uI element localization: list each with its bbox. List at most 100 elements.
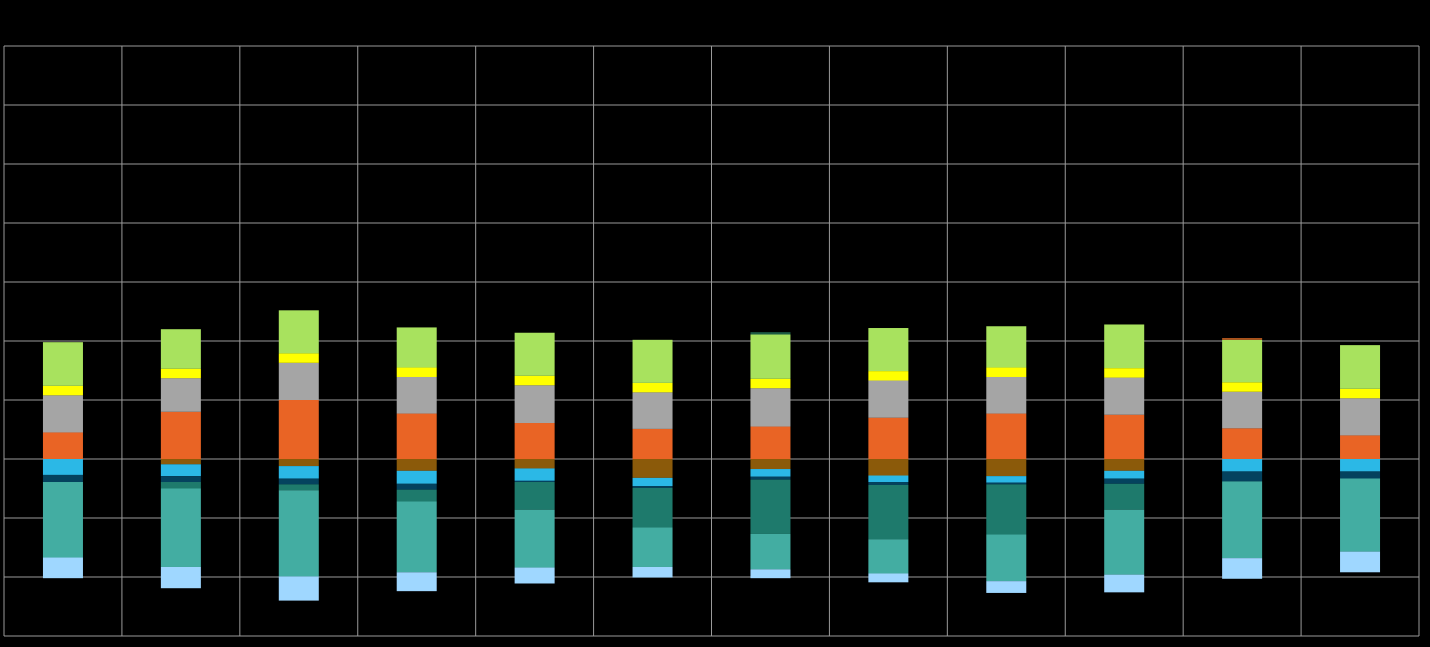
bar-segment-rust [1222,338,1263,340]
bar-segment-teal [750,533,791,570]
bar-segment-yellow [1340,388,1381,399]
bar-segment-lightblue [986,581,1027,593]
bar-segment-cyan [1340,459,1381,472]
bar-segment-cyan [750,469,791,477]
bar-segment-gray [1104,377,1145,415]
bar-segment-brown [868,459,909,476]
bar-segment-teal [396,501,437,573]
bar-segment-lightblue [278,576,319,601]
bar-segment-teal [1222,481,1263,559]
bar-segment-navy [1104,478,1145,484]
bar-segment-navy [986,482,1027,485]
bar-segment-gray [1222,391,1263,429]
bar-segment-yellow [632,382,673,393]
bar-segment-darkteal [514,482,555,510]
bar-segment-brown [396,459,437,471]
bar-segment-brown [514,459,555,469]
bar-segment-navy [868,482,909,485]
bar-segment-teal [514,509,555,568]
bar-segment-yellow [396,367,437,377]
bar-segment-darkteal [1104,483,1145,510]
bar-segment-yellow [514,375,555,386]
bar-segment-cyan [632,477,673,487]
bar-segment-darkgreen [750,332,791,335]
bars [42,310,1381,601]
bar-segment-orange [160,411,201,459]
bar-segment-cyan [1104,470,1145,479]
bar-segment-yellow [278,353,319,363]
bar-segment-darkteal [396,489,437,502]
bar-segment-gray [1340,398,1381,436]
bar-segment-yellow [986,367,1027,377]
bar-segment-teal [986,534,1027,582]
bar-segment-green [1222,339,1263,383]
bar-segment-green [42,342,83,386]
bar-segment-gray [42,395,83,433]
bar-segment-brown [278,459,319,467]
bar-segment-green [1340,345,1381,389]
bar-segment-cyan [986,476,1027,483]
gridlines [3,45,1420,637]
bar-segment-teal [160,488,201,567]
bar-segment-brown [750,459,791,470]
bar-segment-teal [278,490,319,577]
bar-segment-cyan [278,466,319,479]
bar-segment-yellow [868,371,909,381]
bar-segment-brown [632,459,673,478]
bar-segment-green [278,310,319,354]
bar-segment-green [396,327,437,368]
bar-segment-lightblue [396,572,437,592]
bar-segment-gray [514,385,555,424]
bar-segment-brown [986,459,1027,477]
bar-segment-green [160,329,201,369]
bar-segment-teal [868,539,909,574]
bar-segment-orange [750,426,791,459]
bar-segment-cyan [514,468,555,481]
bar-segment-yellow [750,378,791,389]
bar-segment-orange [632,428,673,459]
bar-segment-navy [396,483,437,490]
bar-segment-yellow [1222,382,1263,392]
bar-segment-green [1104,324,1145,369]
bar-segment-teal [632,527,673,567]
bar-segment-cyan [868,475,909,483]
bar-segment-navy [160,476,201,483]
bar-segment-orange [278,400,319,459]
bar-segment-yellow [42,385,83,396]
bar-segment-darkteal [750,479,791,534]
bar-segment-orange [396,413,437,459]
bar-segment-gray [278,362,319,400]
bar-segment-lightblue [750,569,791,579]
bar-segment-lightblue [1104,574,1145,593]
bar-segment-cyan [42,459,83,475]
bar-segment-orange [514,423,555,459]
bar-segment-orange [1340,435,1381,459]
bar-segment-orange [1104,414,1145,459]
bar-segment-navy [278,478,319,485]
bar-segment-cyan [1222,459,1263,472]
bar-segment-lightblue [514,567,555,584]
bar-segment-lightblue [160,566,201,589]
bar-segment-navy [1222,471,1263,482]
bar-segment-lightblue [42,557,83,579]
bar-segment-darkteal [278,484,319,491]
bar-segment-gray [396,376,437,414]
bar-segment-gray [750,388,791,427]
bar-segment-brown [1104,459,1145,471]
bar-segment-gray [160,378,201,412]
bar-segment-lightblue [1222,558,1263,579]
bar-segment-darkteal [160,482,201,489]
bar-segment-lightblue [632,566,673,578]
bar-segment-cyan [160,464,201,477]
bar-segment-orange [42,432,83,459]
bar-segment-green [868,328,909,372]
bar-segment-orange [986,413,1027,459]
bar-segment-green [632,339,673,383]
bar-segment-gray [632,392,673,429]
bar-segment-teal [1104,509,1145,575]
bar-segment-brown [160,459,201,465]
bar-segment-gray [868,380,909,418]
bar-segment-orange [1222,428,1263,459]
